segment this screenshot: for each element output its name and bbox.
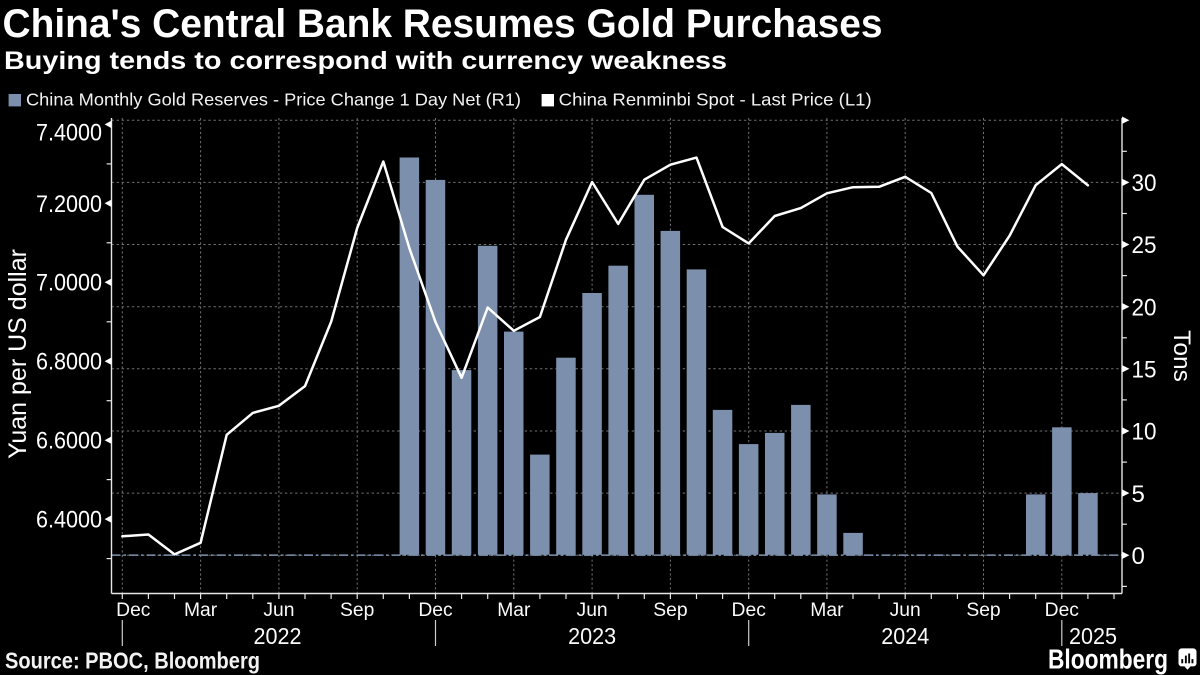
svg-text:Dec: Dec bbox=[418, 600, 453, 621]
svg-text:5: 5 bbox=[1132, 481, 1145, 508]
svg-text:30: 30 bbox=[1132, 170, 1157, 197]
svg-text:6.4000: 6.4000 bbox=[36, 507, 102, 534]
svg-text:20: 20 bbox=[1132, 294, 1157, 321]
svg-text:6.6000: 6.6000 bbox=[36, 428, 102, 455]
svg-text:2023: 2023 bbox=[568, 623, 616, 649]
svg-text:Dec: Dec bbox=[732, 600, 767, 621]
svg-text:7.4000: 7.4000 bbox=[36, 119, 102, 146]
svg-text:25: 25 bbox=[1132, 232, 1157, 259]
svg-text:15: 15 bbox=[1132, 356, 1157, 383]
svg-text:Dec: Dec bbox=[116, 600, 151, 621]
svg-text:Mar: Mar bbox=[810, 600, 844, 621]
svg-text:China Renminbi Spot - Last Pri: China Renminbi Spot - Last Price (L1) bbox=[559, 89, 872, 109]
svg-text:Jun: Jun bbox=[577, 600, 608, 621]
svg-text:Mar: Mar bbox=[184, 600, 218, 621]
svg-text:2025: 2025 bbox=[1069, 623, 1117, 649]
svg-text:10: 10 bbox=[1132, 419, 1157, 446]
svg-text:7.0000: 7.0000 bbox=[36, 270, 102, 297]
svg-text:Source: PBOC, Bloomberg: Source: PBOC, Bloomberg bbox=[5, 648, 260, 674]
svg-text:Sep: Sep bbox=[653, 600, 687, 621]
svg-text:Buying tends to correspond wit: Buying tends to correspond with currency… bbox=[4, 47, 727, 75]
svg-text:2022: 2022 bbox=[254, 623, 302, 649]
svg-text:0: 0 bbox=[1132, 543, 1145, 570]
svg-text:2024: 2024 bbox=[881, 623, 929, 649]
svg-text:Yuan per US dollar: Yuan per US dollar bbox=[4, 249, 32, 459]
svg-text:Jun: Jun bbox=[263, 600, 294, 621]
svg-text:Jun: Jun bbox=[890, 600, 921, 621]
svg-text:Sep: Sep bbox=[340, 600, 374, 621]
svg-text:China Monthly Gold Reserves -: China Monthly Gold Reserves - Price Chan… bbox=[26, 89, 521, 109]
svg-text:Dec: Dec bbox=[1045, 600, 1080, 621]
svg-text:Sep: Sep bbox=[966, 600, 1000, 621]
svg-text:China's Central Bank Resumes G: China's Central Bank Resumes Gold Purcha… bbox=[3, 2, 883, 46]
svg-text:Bloomberg: Bloomberg bbox=[1048, 644, 1168, 675]
svg-text:Mar: Mar bbox=[497, 600, 531, 621]
svg-text:7.2000: 7.2000 bbox=[36, 191, 102, 218]
svg-text:Tons: Tons bbox=[1168, 330, 1195, 382]
svg-text:6.8000: 6.8000 bbox=[36, 349, 102, 376]
